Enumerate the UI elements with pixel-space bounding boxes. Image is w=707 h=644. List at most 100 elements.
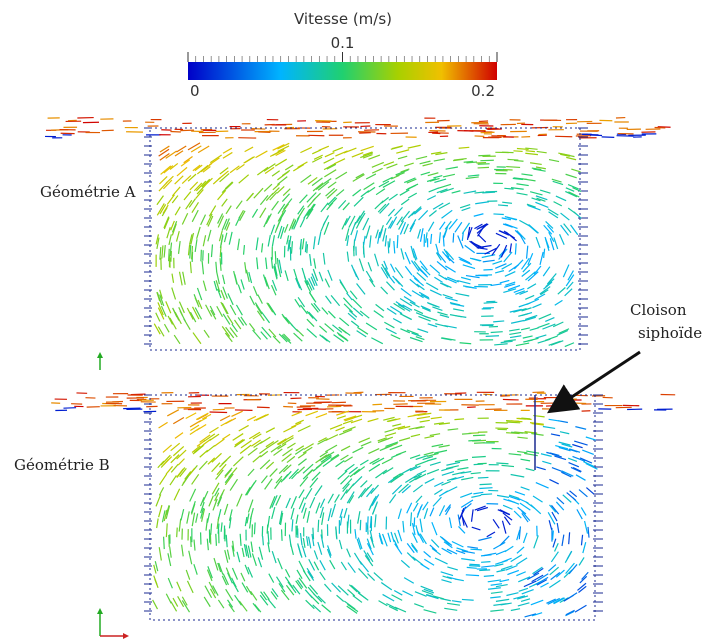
vector <box>212 498 218 511</box>
vector <box>307 176 318 185</box>
vector <box>287 239 290 252</box>
vector <box>471 455 486 458</box>
vector <box>454 578 464 582</box>
vector <box>399 221 407 235</box>
vector <box>417 229 422 239</box>
vector <box>490 583 503 586</box>
vector <box>521 173 533 177</box>
vector <box>531 432 544 436</box>
vector <box>259 446 269 454</box>
vector <box>344 456 353 463</box>
vector <box>221 575 228 586</box>
vector <box>200 214 207 226</box>
vector <box>406 329 419 335</box>
annotation: siphoïde <box>638 324 702 342</box>
vector <box>508 264 519 273</box>
vector <box>553 543 559 552</box>
vector <box>197 145 210 154</box>
vector <box>568 461 580 468</box>
vector <box>568 564 578 575</box>
vector <box>228 231 233 245</box>
vector <box>385 216 392 226</box>
vector <box>222 433 231 440</box>
vector <box>461 598 474 601</box>
vector <box>302 537 306 548</box>
vector <box>411 206 422 216</box>
tick-label: 0 <box>190 82 200 100</box>
vector <box>517 602 530 607</box>
vector <box>428 210 437 217</box>
vector <box>555 569 565 578</box>
vector <box>543 224 553 235</box>
vector <box>281 313 289 323</box>
vector <box>483 574 495 577</box>
vector <box>347 562 356 574</box>
vector <box>189 261 192 274</box>
vector <box>222 313 231 325</box>
vector <box>558 328 570 334</box>
vector <box>281 453 292 462</box>
vector <box>301 545 307 558</box>
vector <box>430 539 440 548</box>
vector <box>165 505 171 520</box>
vector <box>190 145 202 153</box>
vector <box>539 189 551 194</box>
vector <box>412 484 424 493</box>
vector <box>342 483 350 493</box>
vector <box>414 473 427 481</box>
vector <box>326 548 332 558</box>
vector <box>517 506 527 515</box>
vector <box>491 243 501 256</box>
vector <box>501 464 515 468</box>
vector <box>212 585 219 596</box>
vector <box>317 519 320 533</box>
vector <box>163 179 173 190</box>
vector <box>421 590 434 596</box>
vector <box>367 186 376 194</box>
vector <box>306 280 313 291</box>
vector <box>193 182 203 192</box>
vector <box>210 244 214 258</box>
vector <box>252 454 262 463</box>
vector <box>162 444 173 453</box>
vector <box>442 173 456 178</box>
vector <box>189 244 192 259</box>
vector <box>234 438 244 446</box>
vector <box>354 529 357 539</box>
vector <box>389 263 396 273</box>
vector <box>315 413 328 419</box>
vector <box>533 535 539 549</box>
vector <box>440 187 454 194</box>
vector <box>196 439 206 447</box>
vector <box>412 274 420 283</box>
vector <box>398 220 404 230</box>
vector <box>406 178 417 184</box>
vector <box>556 522 560 534</box>
vector <box>356 210 365 223</box>
vector <box>455 292 470 297</box>
vector <box>348 584 358 593</box>
vector <box>250 541 254 553</box>
vector <box>178 271 183 286</box>
vector <box>382 467 394 475</box>
vector <box>523 580 537 588</box>
vector <box>338 326 347 334</box>
vector <box>506 421 521 424</box>
vector <box>413 308 424 315</box>
vector <box>260 311 271 324</box>
vector <box>481 254 496 259</box>
vector <box>474 191 485 194</box>
vector <box>460 276 472 281</box>
vector <box>482 259 495 263</box>
vector <box>496 569 506 573</box>
vector <box>551 530 554 540</box>
vector <box>495 559 508 565</box>
vector <box>188 467 196 477</box>
vector <box>383 416 395 421</box>
vector <box>277 212 284 222</box>
vector <box>435 323 449 328</box>
vector <box>445 296 458 302</box>
vector <box>502 512 513 521</box>
vector <box>419 260 428 271</box>
vector <box>500 340 513 344</box>
